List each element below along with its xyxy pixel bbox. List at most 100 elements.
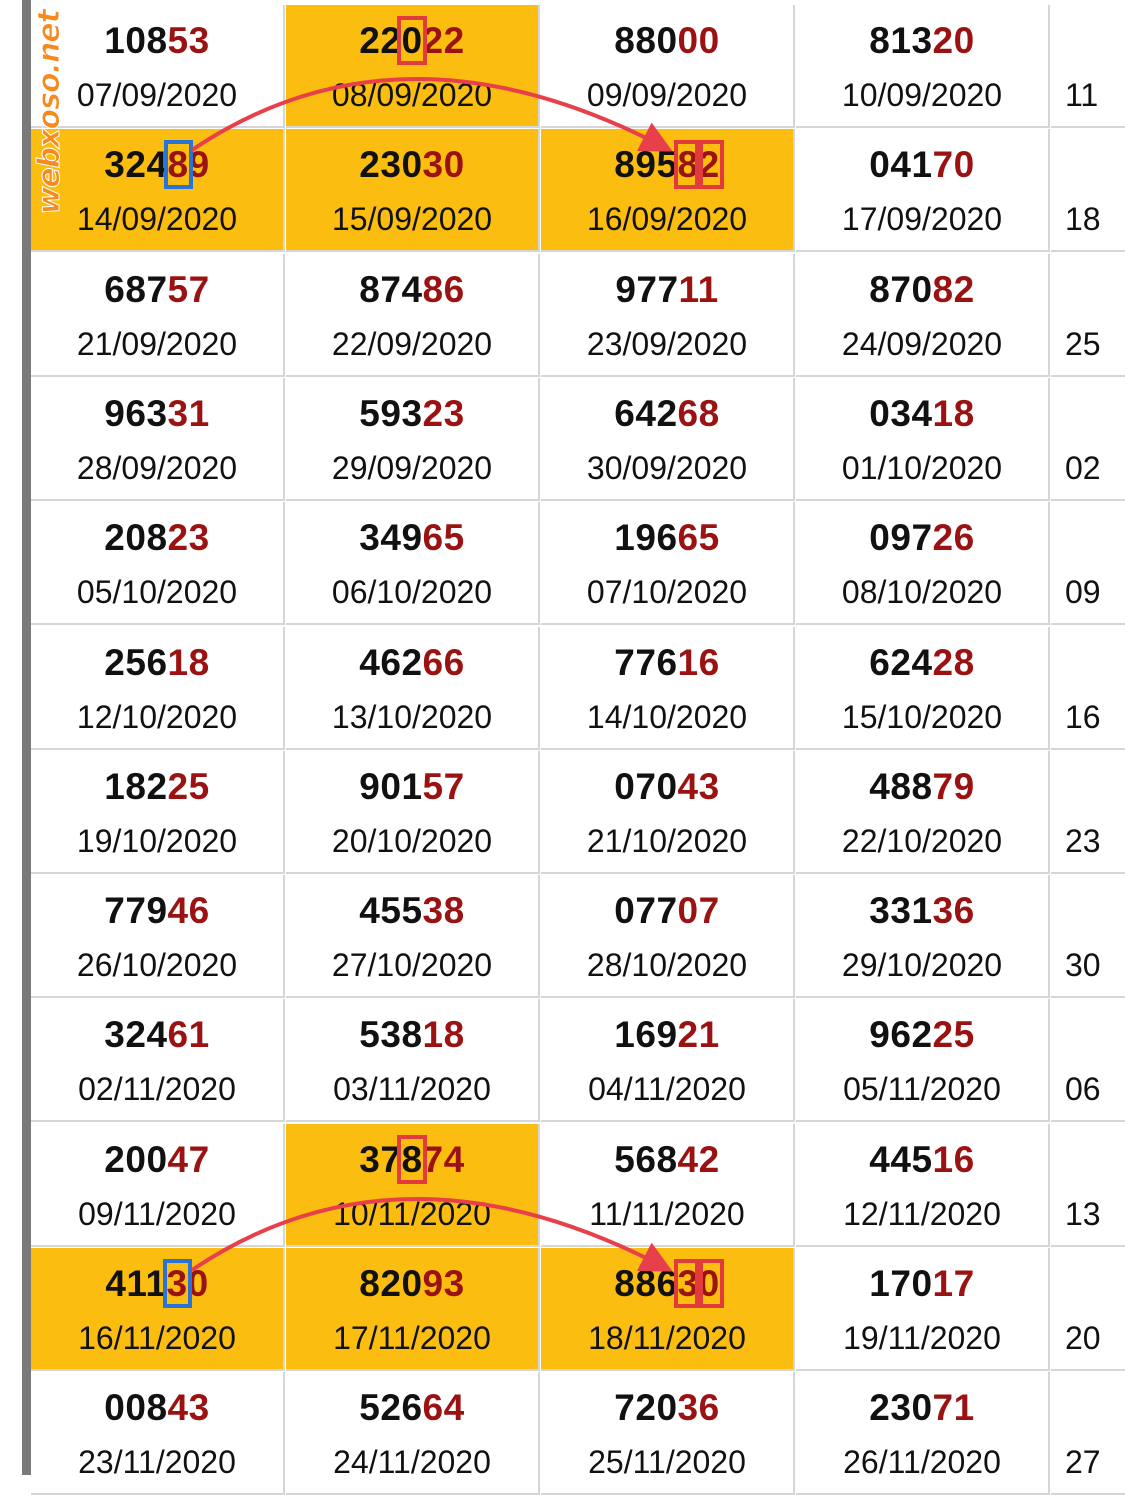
digit: 0: [677, 890, 699, 932]
digit: 1: [698, 1014, 720, 1056]
digit: 7: [188, 1138, 210, 1180]
result-number: 20823: [31, 518, 283, 558]
result-number: 23030: [286, 145, 538, 185]
result-number: 07707: [541, 891, 793, 931]
result-date: 10/11/2020: [333, 1195, 491, 1232]
digit: 1: [932, 1138, 954, 1180]
digit: 7: [890, 268, 912, 310]
digit: 0: [677, 20, 699, 61]
digit: 0: [694, 1259, 724, 1308]
result-date: 29/10/2020: [841, 947, 1003, 984]
result-cell: 16921 04/11/2020: [541, 999, 795, 1123]
digit: 5: [167, 20, 189, 61]
digit: 4: [146, 144, 168, 186]
digit: 3: [162, 1259, 192, 1308]
result-cell: 25618 12/10/2020: [31, 626, 285, 750]
digit: 2: [694, 140, 724, 190]
result-date: 27/10/2020: [331, 947, 493, 984]
result-date: 26/11/2020: [843, 1444, 1001, 1481]
result-date: 05/11/2020: [843, 1071, 1001, 1108]
result-number: 87082: [796, 268, 1048, 310]
digit: 3: [698, 765, 720, 807]
result-date: 07/09/2020: [76, 77, 238, 113]
result-date: 24/11/2020: [333, 1444, 491, 1481]
result-number: 48879: [796, 765, 1048, 807]
result-number: 53818: [286, 1015, 538, 1055]
digit: 3: [673, 1259, 703, 1308]
result-cell: 02: [1051, 377, 1125, 501]
digit: 3: [188, 517, 210, 559]
result-cell: 97711 23/09/2020: [541, 253, 795, 377]
digit: 0: [146, 1138, 168, 1180]
digit: 8: [422, 268, 444, 310]
result-number: 18225: [31, 766, 283, 807]
digit: 5: [380, 890, 402, 932]
result-date: 28/10/2020: [586, 947, 748, 984]
digit: 1: [932, 392, 954, 434]
digit: 6: [656, 1263, 678, 1304]
result-cell: 07043 21/10/2020: [541, 750, 795, 874]
digit: 4: [443, 1138, 465, 1180]
result-date: 08/09/2020: [331, 77, 493, 113]
result-number: 62428: [796, 642, 1048, 683]
digit: 3: [188, 1387, 210, 1429]
digit: 2: [911, 1014, 933, 1056]
digit: 6: [188, 890, 210, 932]
result-cell: 82093 17/11/2020: [286, 1248, 540, 1371]
digit: 6: [443, 641, 465, 683]
result-date: 14/10/2020: [586, 698, 748, 735]
result-number: 19665: [541, 518, 793, 558]
digit: 3: [380, 144, 402, 186]
digit: 3: [359, 517, 381, 559]
result-date: 16/11/2020: [78, 1320, 236, 1356]
result-cell: 44516 12/11/2020: [796, 1123, 1050, 1247]
result-cell: 03418 01/10/2020: [796, 377, 1050, 501]
digit: 1: [188, 1014, 210, 1056]
result-date: 16: [1065, 698, 1101, 735]
result-cell: 52664 24/11/2020: [286, 1372, 540, 1495]
digit: 6: [953, 890, 975, 932]
result-number: 90157: [286, 766, 538, 807]
result-number: 33136: [796, 891, 1048, 931]
digit: 9: [656, 1014, 678, 1056]
digit: 3: [188, 20, 210, 61]
digit: 8: [911, 765, 933, 807]
result-cell: 46266 13/10/2020: [286, 626, 540, 750]
result-cell: 77946 26/10/2020: [31, 875, 285, 999]
digit: 6: [614, 392, 636, 434]
digit: 9: [635, 517, 657, 559]
digit: 4: [911, 392, 933, 434]
digit: 9: [615, 268, 637, 310]
digit: 3: [869, 890, 891, 932]
result-date: 19/11/2020: [843, 1320, 1001, 1356]
result-cell: 20047 09/11/2020: [31, 1123, 285, 1247]
result-cell: 23071 26/11/2020: [796, 1372, 1050, 1495]
digit: 0: [125, 1387, 147, 1429]
digit: 9: [146, 890, 168, 932]
result-number: 88000: [541, 21, 793, 61]
digit: 7: [953, 1263, 975, 1304]
result-date: 09/09/2020: [586, 77, 748, 113]
digit: 5: [698, 517, 720, 559]
result-date: 08/10/2020: [841, 574, 1003, 611]
result-date: 26/10/2020: [76, 947, 238, 984]
result-date: 30: [1065, 947, 1101, 984]
digit: 8: [890, 765, 912, 807]
digit: 3: [422, 890, 444, 932]
digit: 8: [188, 641, 210, 683]
result-cell: 06: [1051, 999, 1125, 1123]
result-number: 77946: [31, 891, 283, 931]
result-number: 72036: [541, 1388, 793, 1428]
result-date: 29/09/2020: [331, 449, 493, 486]
digit: 2: [932, 517, 954, 559]
digit: 6: [422, 641, 444, 683]
digit: 2: [104, 1138, 126, 1180]
digit: 2: [104, 641, 126, 683]
digit: 0: [656, 20, 678, 61]
digit: 6: [167, 1014, 189, 1056]
digit: 3: [443, 392, 465, 434]
digit: 7: [614, 1387, 636, 1429]
digit: 2: [359, 20, 381, 61]
digit: 0: [869, 517, 891, 559]
watermark-logo: webxoso.net: [32, 10, 68, 215]
